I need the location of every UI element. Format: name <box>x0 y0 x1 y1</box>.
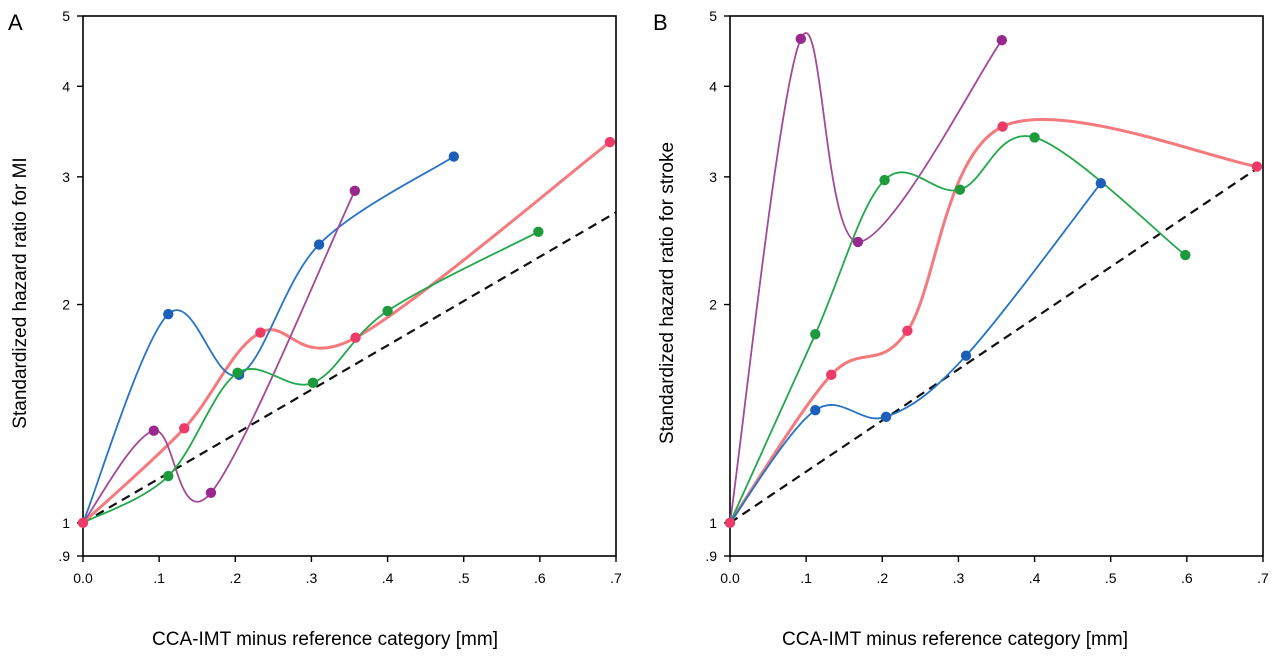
data-point-a-1 <box>77 517 89 529</box>
data-point-a-1 <box>350 332 361 343</box>
x-tick-label-b: .6 <box>1181 570 1193 586</box>
series-line-b-4 <box>729 182 1102 524</box>
data-point-a-2 <box>448 151 460 162</box>
data-point-b-2 <box>826 369 837 381</box>
data-point-b-2 <box>997 121 1008 132</box>
series-line-b-1 <box>729 32 1003 524</box>
x-tick-label-a: .7 <box>610 570 622 586</box>
data-point-b-2 <box>1251 161 1263 172</box>
x-tick-label-a: .1 <box>153 570 165 586</box>
data-point-b-1 <box>852 236 864 248</box>
data-point-b-4 <box>1095 178 1107 189</box>
series-line-a-4 <box>82 230 540 524</box>
data-point-a-4 <box>382 305 393 317</box>
y-tick-label-a: 5 <box>62 8 70 24</box>
x-tick-label-a: .2 <box>229 570 241 586</box>
x-tick-label-a: .5 <box>458 570 470 586</box>
data-point-a-1 <box>179 423 190 434</box>
data-point-a-2 <box>313 239 325 250</box>
data-point-a-4 <box>163 470 174 482</box>
data-point-a-1 <box>255 327 266 338</box>
plot-frame-b <box>729 15 1264 557</box>
panel-a: A Standardized hazard ratio for MI CCA-I… <box>8 8 622 650</box>
x-tick-label-b: .3 <box>953 570 965 586</box>
plot-area-b: 0.0 .1 .2 .3 .4 .5 .6 .7 1 2 3 4 5 .9 <box>705 8 1269 586</box>
data-point-b-4 <box>960 350 972 361</box>
data-point-b-4 <box>880 411 892 423</box>
data-point-b-3 <box>879 174 890 186</box>
data-point-a-3 <box>205 487 217 499</box>
y-tick-label-a: 2 <box>62 297 70 313</box>
y-tick-label-b: 5 <box>709 8 717 24</box>
data-point-a-4 <box>533 226 544 237</box>
panel-b: B Standardized hazard ratio for stroke C… <box>653 8 1269 650</box>
y-tick-label-b: 2 <box>709 297 717 313</box>
x-axis-title-a: CCA-IMT minus reference category [mm] <box>152 629 498 650</box>
data-point-b-3 <box>1029 132 1040 143</box>
y-tick-label-b: 3 <box>709 169 717 185</box>
data-point-b-3 <box>1180 249 1191 261</box>
y-tick-label-b: 1 <box>709 515 717 531</box>
x-tick-label-b: .5 <box>1105 570 1117 586</box>
x-tick-label-b: .7 <box>1257 570 1269 586</box>
data-point-b-1 <box>795 33 807 45</box>
x-tick-label-a: .6 <box>534 570 546 586</box>
y-axis-title-b: Standardized hazard ratio for stroke <box>657 142 678 444</box>
plot-area-a: 0.0 .1 .2 .3 .4 .5 .6 .7 1 2 3 4 5 .9 <box>58 8 622 586</box>
data-point-b-3 <box>810 329 821 340</box>
x-tick-label-a: .3 <box>306 570 318 586</box>
data-point-b-3 <box>954 184 966 195</box>
data-point-b-2 <box>902 325 913 337</box>
data-point-a-3 <box>349 185 361 197</box>
data-point-b-1 <box>996 35 1008 46</box>
data-point-a-4 <box>232 367 243 379</box>
y-tick-label-b: .9 <box>705 548 717 564</box>
series-line-b-3 <box>729 135 1187 524</box>
data-point-a-4 <box>307 377 319 388</box>
x-tick-label-b: .4 <box>1029 570 1041 586</box>
reference-line-b <box>729 163 1264 524</box>
y-axis-title-a: Standardized hazard ratio for MI <box>10 157 31 428</box>
x-tick-label-a: .4 <box>382 570 394 586</box>
panel-letter-b: B <box>653 10 668 35</box>
x-tick-label-a: 0.0 <box>73 570 93 586</box>
series-line-a-1 <box>81 140 612 525</box>
y-tick-label-a: 1 <box>62 515 70 531</box>
x-tick-label-b: .1 <box>800 570 812 586</box>
data-point-a-3 <box>148 425 160 436</box>
y-tick-label-a: 4 <box>62 78 70 94</box>
x-axis-title-b: CCA-IMT minus reference category [mm] <box>782 629 1128 650</box>
data-point-a-2 <box>163 308 174 320</box>
plot-frame-a <box>82 15 617 557</box>
panel-letter-a: A <box>8 10 23 35</box>
data-point-b-1 <box>724 517 736 529</box>
y-tick-label-b: 4 <box>709 78 717 94</box>
series-line-a-3 <box>82 189 356 524</box>
y-tick-label-a: 3 <box>62 169 70 185</box>
x-tick-label-b: 0.0 <box>720 570 740 586</box>
data-point-a-1 <box>604 136 616 148</box>
series-line-b-2 <box>728 117 1259 525</box>
data-point-b-4 <box>810 404 821 416</box>
reference-line-a <box>82 211 617 524</box>
x-tick-label-b: .2 <box>876 570 888 586</box>
y-tick-label-a: .9 <box>58 548 70 564</box>
